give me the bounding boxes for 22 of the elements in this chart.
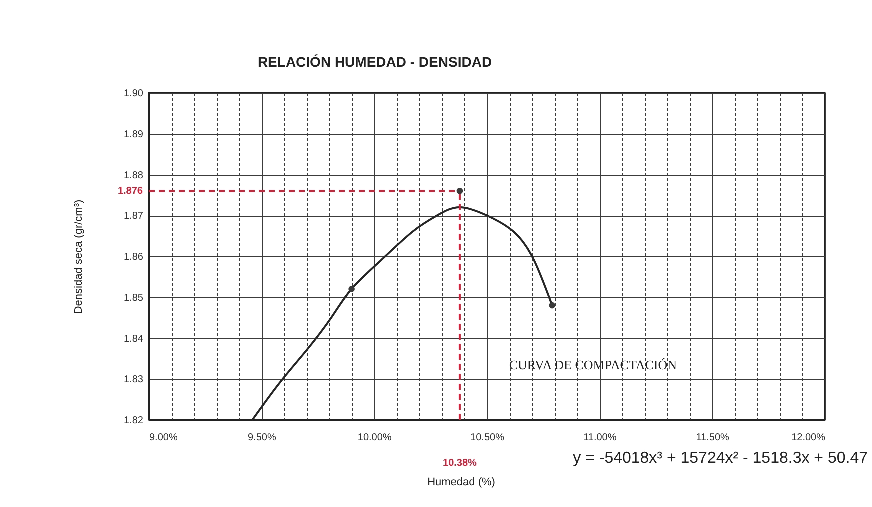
y-tick-label: 1.85 [124,292,144,304]
x-tick-label: 12.00% [792,432,826,444]
x-tick-label: 9.50% [248,432,276,444]
y-tick-label: 1.89 [124,129,144,140]
x-tick-label: 9.00% [150,432,178,444]
y-tick-label: 1.86 [124,252,144,263]
x-tick-label: 11.50% [696,432,730,444]
y-tick-label: 1.82 [124,416,144,426]
y-tick-label: 1.84 [124,334,144,345]
chart-title: RELACIÓN HUMEDAD - DENSIDAD [258,54,492,70]
y-tick-label: 1.90 [124,88,144,100]
x-tick-label: 11.00% [584,432,617,444]
x-tick-label: 10.50% [470,432,505,444]
ref-line-label: 10.38% [443,458,478,469]
x-axis-title: Humedad (%) [428,476,496,488]
y-tick-label: 1.88 [124,170,144,182]
ref-line-label: 1.876 [118,186,144,198]
y-tick-label: 1.87 [124,211,144,222]
y-tick-label: 1.83 [124,374,144,386]
text: y = -54018x³ + 15724x² - 1518.3x + 50.47 [573,450,868,467]
x-tick-label: 10.00% [358,432,392,444]
y-axis-title: Densidad seca (gr/cm³) [73,200,86,314]
